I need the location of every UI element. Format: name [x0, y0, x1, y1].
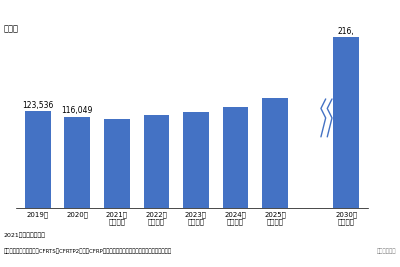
- Bar: [25, 111, 51, 208]
- Text: 216,: 216,: [338, 27, 355, 36]
- Text: 万円）: 万円）: [4, 24, 19, 33]
- Text: 116,049: 116,049: [62, 107, 93, 115]
- Text: 矢野経済研究: 矢野経済研究: [376, 248, 396, 254]
- Text: 123,536: 123,536: [22, 101, 54, 109]
- Bar: [64, 117, 90, 208]
- Bar: [333, 37, 359, 208]
- Bar: [104, 119, 130, 208]
- Text: 車載分野で使用される、CFRTS、CFRTP2種類のCFRPの需要量から当該年度の金額規模を推計した。: 車載分野で使用される、CFRTS、CFRTP2種類のCFRPの需要量から当該年度…: [4, 248, 172, 254]
- Bar: [183, 112, 209, 208]
- Bar: [262, 98, 288, 208]
- Bar: [223, 107, 248, 208]
- Bar: [144, 115, 169, 208]
- Text: 2021年以降は予測値: 2021年以降は予測値: [4, 232, 46, 238]
